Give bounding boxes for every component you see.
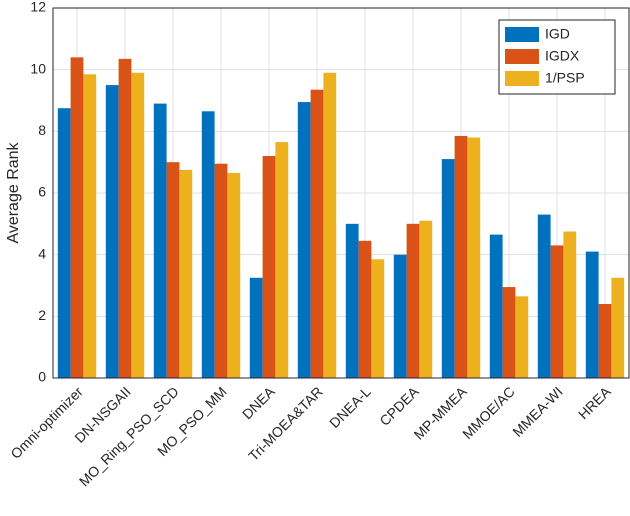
bar (345, 223, 359, 378)
legend-label: IGDX (545, 48, 580, 64)
bar (201, 111, 215, 379)
x-tick-label: MMEA-WI (509, 383, 565, 439)
bar (585, 251, 599, 378)
bar (502, 287, 516, 378)
bar (179, 169, 193, 378)
bar (131, 72, 145, 378)
x-tick-label: DNEA (239, 383, 278, 422)
bar (118, 58, 132, 378)
plot-frame (52, 7, 630, 379)
bar (419, 220, 433, 378)
bar (611, 277, 625, 378)
y-tick-label: 12 (30, 0, 46, 15)
bar (105, 85, 119, 378)
bar (441, 159, 455, 378)
bar (310, 89, 324, 378)
x-tick-label: CPDEA (376, 383, 422, 429)
bar (153, 103, 167, 378)
bar (454, 135, 468, 378)
x-tick-label: MMOE/AC (459, 383, 518, 442)
y-tick-label: 4 (38, 245, 46, 261)
bar (227, 172, 241, 378)
legend-swatch (505, 49, 539, 64)
bar (358, 240, 372, 378)
bar (515, 296, 529, 378)
bar (297, 102, 311, 379)
x-tick-label: DNEA-L (326, 383, 374, 431)
x-tick-label: HREA (575, 383, 614, 422)
bar (166, 162, 180, 378)
bar (262, 156, 276, 378)
legend-label: IGD (545, 26, 570, 42)
y-axis-label: Average Rank (5, 141, 22, 243)
bar (406, 223, 420, 378)
bar (70, 57, 84, 378)
bar (249, 277, 263, 378)
bar (214, 163, 228, 378)
bar (489, 234, 503, 378)
bar (537, 214, 551, 378)
legend-swatch (505, 27, 539, 42)
bar (563, 231, 577, 378)
bar (323, 72, 337, 378)
bar (83, 74, 97, 379)
y-tick-label: 6 (38, 184, 46, 200)
bar (371, 259, 385, 378)
y-tick-label: 0 (38, 369, 46, 385)
x-tick-label: Omni-optimizer (7, 383, 86, 462)
legend-label: 1/PSP (545, 70, 585, 86)
bar (598, 304, 612, 378)
y-tick-label: 10 (30, 60, 46, 76)
bar (57, 108, 71, 378)
bar (467, 137, 481, 378)
bar (550, 245, 564, 378)
bar (275, 142, 289, 378)
legend-swatch (505, 71, 539, 86)
y-tick-label: 2 (38, 307, 46, 323)
y-tick-label: 8 (38, 122, 46, 138)
bar (393, 254, 407, 378)
